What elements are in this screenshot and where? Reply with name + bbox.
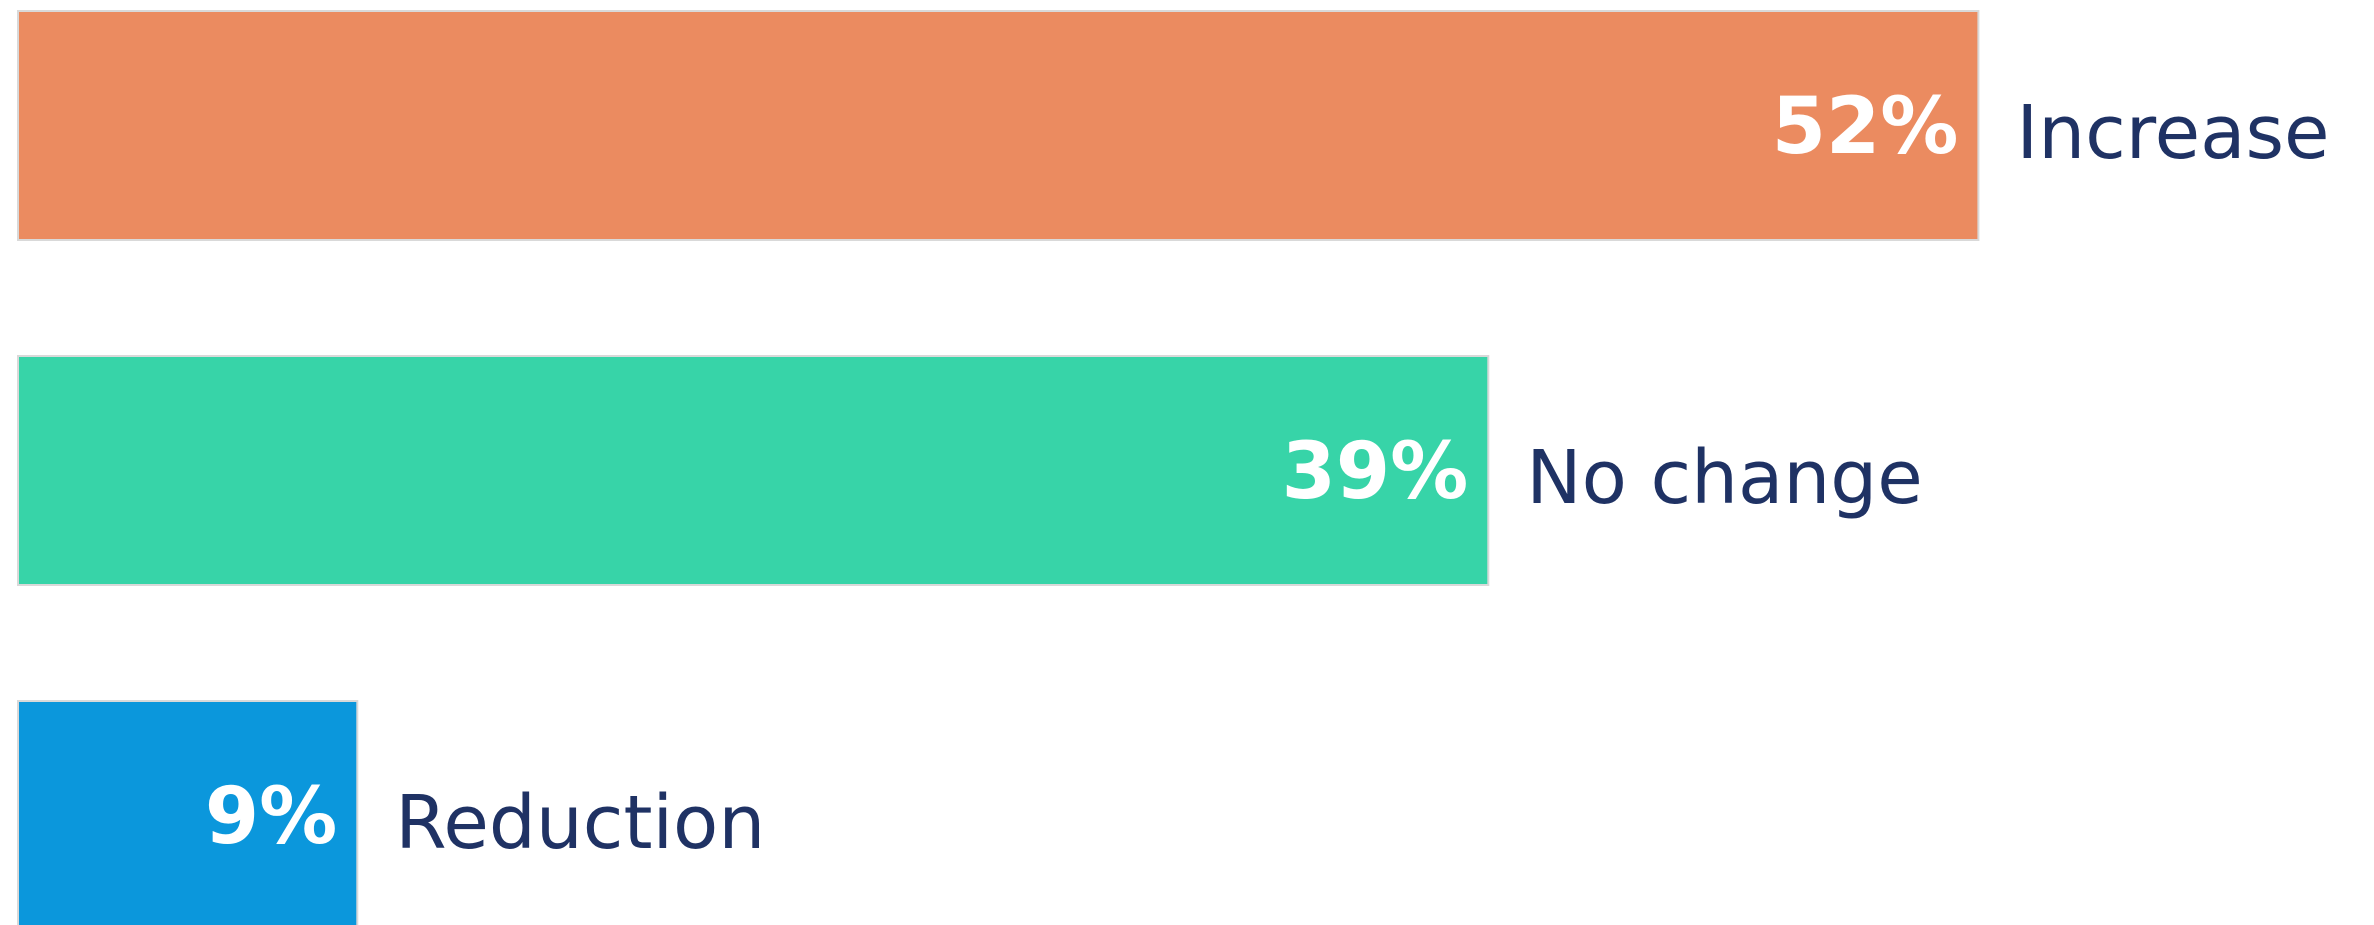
value-label: 39% [1282,427,1469,517]
category-label: Increase [2016,90,2329,176]
value-label: 52% [1772,82,1959,172]
bar [17,355,1490,586]
bar [17,10,1980,241]
category-label: No change [1526,435,1923,521]
category-label: Reduction [395,780,765,866]
value-label: 9% [205,772,337,862]
bar [17,700,359,925]
